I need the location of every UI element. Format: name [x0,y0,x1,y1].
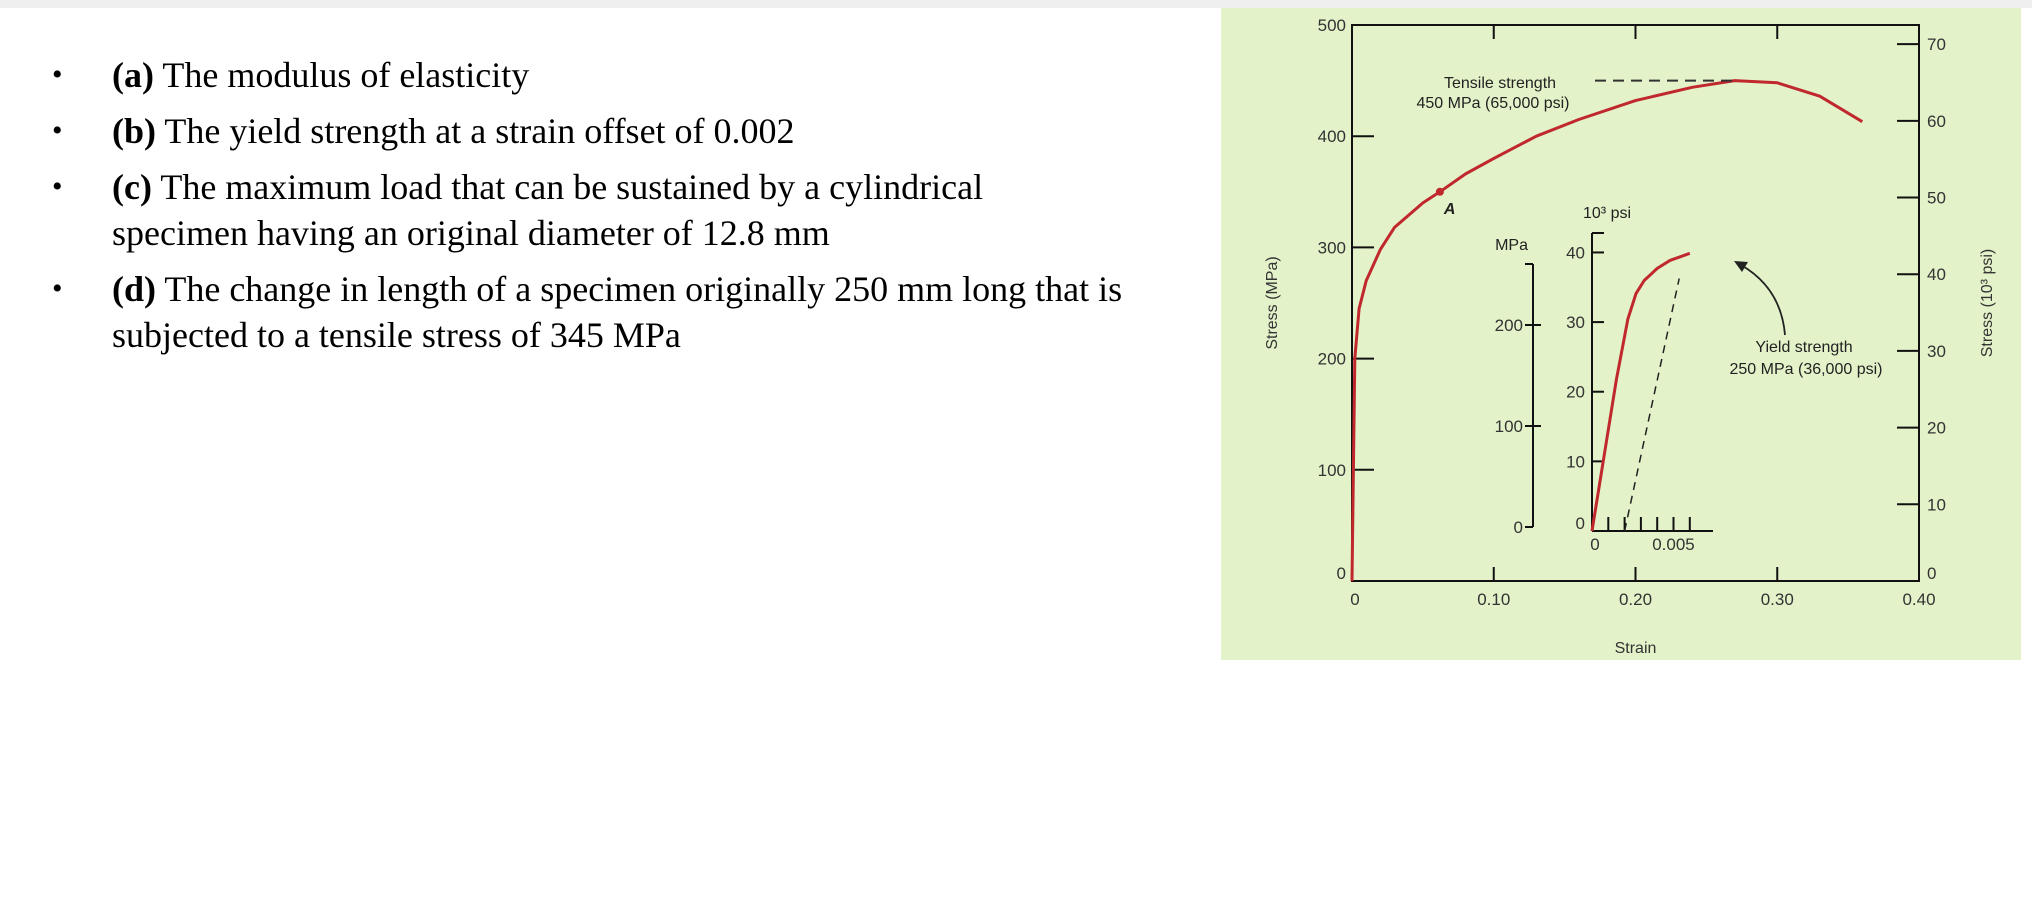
x-tick-label: 0.20 [1619,590,1652,609]
y-tick-label-right: 10 [1927,495,1946,514]
question-item: • (b) The yield strength at a strain offs… [40,108,1210,154]
question-text: The maximum load that can be sustained b… [160,167,984,207]
inset-psi-tick-label: 0 [1576,514,1585,533]
inset-mpa-tick-label: 100 [1495,417,1523,436]
question-line: (c) The maximum load that can be sustain… [112,164,1210,210]
bullet-icon: • [52,272,63,305]
inset-mpa-unit-label: MPa [1495,237,1528,254]
inset-mpa-tick-label: 200 [1495,316,1523,335]
question-line: (d) The change in length of a specimen o… [112,266,1210,312]
y-tick-label-left: 200 [1318,350,1346,369]
question-label: (a) [112,55,154,95]
y-tick-label-left: 400 [1318,127,1346,146]
stress-strain-chart: 0 0.10 0.20 0.30 0.4001002003004005000102030… [1264,16,1996,657]
inset-psi-tick-label: 20 [1566,383,1585,402]
yield-arrow [1740,264,1786,336]
y-tick-label-left: 0 [1337,564,1346,583]
question-text: The modulus of elasticity [162,55,530,95]
question-item: • (c) The maximum load that can be sustai… [40,164,1210,256]
question-text: specimen having an original diameter of … [112,213,830,253]
inset-x-tick-label: 0.005 [1652,535,1695,554]
y-tick-label-right: 70 [1927,35,1946,54]
question-label: (c) [112,167,152,207]
x-axis-label: Strain [1615,640,1657,657]
inset-mpa-tick-label: 0 [1514,518,1523,537]
y-tick-label-left: 500 [1318,16,1346,35]
y-tick-label-right: 20 [1927,419,1946,438]
yield-strength-label: Yield strength [1755,339,1852,356]
point-a-marker [1435,187,1444,196]
question-label: (b) [112,111,156,151]
yield-strength-value: 250 MPa (36,000 psi) [1730,361,1883,378]
inset-psi-tick-label: 10 [1566,452,1585,471]
tensile-strength-label: Tensile strength [1444,75,1556,92]
y-tick-label-right: 50 [1927,189,1946,208]
inset-x-tick-label: 0 [1590,535,1599,554]
point-a-label: A [1443,201,1456,218]
y-tick-label-right: 30 [1927,342,1946,361]
question-item: • (d) The change in length of a specimen … [40,266,1210,358]
question-line: specimen having an original diameter of … [112,210,1210,256]
inset-psi-tick-label: 30 [1566,313,1585,332]
question-line: (a) The modulus of elasticity [112,52,1210,98]
x-tick-label: 0.10 [1477,590,1510,609]
y-axis-label-right: Stress (10³ psi) [1979,249,1996,357]
x-tick-label: 0 [1350,590,1359,609]
bullet-icon: • [52,58,63,91]
question-list: • (a) The modulus of elasticity • (b) The y… [40,52,1210,368]
y-axis-label-left: Stress (MPa) [1264,256,1281,349]
inset-curve [1590,251,1691,532]
stress-strain-curve [1350,79,1864,582]
question-line: (b) The yield strength at a strain offse… [112,108,1210,154]
y-tick-label-right: 40 [1927,265,1946,284]
y-tick-label-left: 300 [1318,238,1346,257]
y-tick-label-right: 60 [1927,112,1946,131]
tensile-strength-value: 450 MPa (65,000 psi) [1417,95,1570,112]
x-tick-label: 0.30 [1761,590,1794,609]
yield-arrowhead-icon [1734,261,1748,272]
question-text: The yield strength at a strain offset of… [164,111,795,151]
y-tick-label-right: 0 [1927,564,1936,583]
top-bar [0,0,2032,8]
y-tick-label-left: 100 [1318,461,1346,480]
question-label: (d) [112,269,156,309]
inset-psi-tick-label: 40 [1566,243,1585,262]
question-line: subjected to a tensile stress of 345 MPa [112,312,1210,358]
x-tick-label: 0.40 [1902,590,1935,609]
inset-psi-unit-label: 10³ psi [1583,205,1631,222]
offset-dashed-line [1623,278,1680,532]
question-text: subjected to a tensile stress of 345 MPa [112,315,681,355]
bullet-icon: • [52,114,63,147]
stress-strain-figure: 0 0.10 0.20 0.30 0.40 0 100 200 300 400 500 0 10 20 30… [1221,8,2021,660]
question-text: The change in length of a specimen origi… [164,269,1123,309]
bullet-icon: • [52,170,63,203]
question-item: • (a) The modulus of elasticity [40,52,1210,98]
